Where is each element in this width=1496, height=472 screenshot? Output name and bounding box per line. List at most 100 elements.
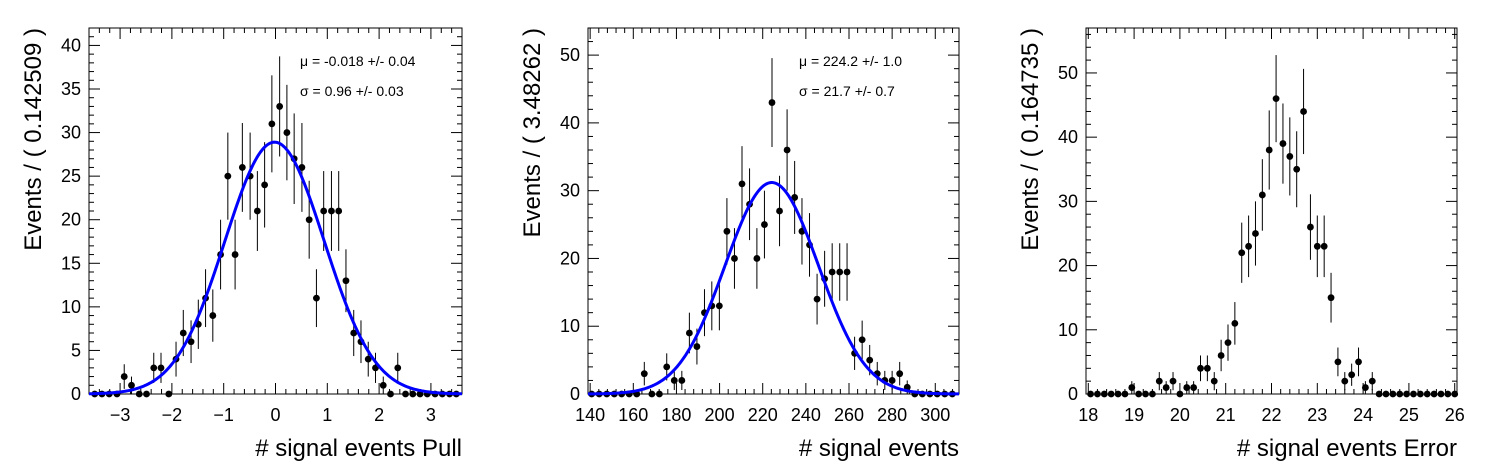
data-point (1258, 191, 1266, 199)
x-tick-label: 0 (270, 405, 280, 425)
x-tick-label: 19 (1124, 405, 1144, 425)
data-point (813, 295, 821, 303)
x-tick-label: 2 (374, 405, 384, 425)
y-tick-label: 35 (61, 79, 81, 99)
y-tick-label: 25 (61, 166, 81, 186)
x-tick-label: 140 (575, 405, 605, 425)
data-point (1190, 384, 1198, 391)
x-tick-label: 3 (426, 405, 436, 425)
data-point (320, 207, 328, 215)
data-point (1279, 140, 1287, 147)
y-tick-label: 50 (560, 45, 580, 65)
x-tick-label: 200 (705, 405, 735, 425)
data-point (1430, 390, 1438, 398)
data-point (1176, 390, 1184, 398)
y-tick-label: 30 (1058, 191, 1078, 211)
x-tick-label: 26 (1445, 405, 1465, 425)
data-point (1423, 390, 1431, 398)
data-point (1169, 377, 1177, 385)
data-point (1094, 390, 1101, 398)
data-point (1107, 390, 1115, 398)
data-point (1210, 377, 1218, 385)
data-point (1162, 384, 1170, 391)
y-axis-label: Events / ( 0.164735 ) (1017, 28, 1044, 251)
y-tick-label: 15 (61, 253, 81, 273)
data-point (670, 377, 678, 384)
data-point (1252, 230, 1259, 237)
data-point (1348, 371, 1356, 379)
data-point (231, 251, 239, 258)
x-tick-label: 21 (1216, 405, 1236, 425)
data-point (685, 329, 693, 337)
data-point (409, 390, 417, 398)
data-point (1437, 390, 1445, 398)
data-point (187, 338, 195, 346)
data-point (1368, 377, 1376, 385)
data-point (753, 255, 761, 262)
data-point (738, 180, 746, 188)
y-tick-label: 50 (1058, 63, 1078, 83)
x-axis-label: # signal events Pull (255, 435, 462, 462)
x-tick-label: 300 (920, 405, 950, 425)
data-point (640, 370, 648, 378)
data-point (888, 377, 896, 384)
data-point (165, 390, 173, 398)
fit-mean-annotation: μ = -0.018 +/- 0.04 (300, 53, 416, 69)
data-point (1320, 242, 1328, 250)
data-point (335, 207, 343, 215)
data-point (1313, 242, 1321, 250)
y-axis-label: Events / ( 3.48262 ) (519, 28, 546, 237)
data-point (1382, 390, 1390, 398)
data-point (328, 207, 335, 215)
data-point (276, 103, 284, 110)
data-point (1403, 390, 1411, 398)
x-tick-label: 23 (1307, 405, 1327, 425)
x-tick-label: 280 (877, 405, 907, 425)
data-point (1149, 390, 1156, 398)
plot-frame (88, 27, 463, 395)
data-point (715, 302, 723, 310)
data-point (1272, 95, 1280, 103)
data-point (783, 146, 791, 154)
data-point (157, 364, 165, 372)
data-point (379, 381, 387, 389)
x-tick-label: −1 (213, 405, 234, 425)
data-point (313, 294, 320, 302)
data-point (1410, 390, 1417, 398)
data-point (663, 363, 671, 371)
data-point (896, 370, 904, 378)
data-point (402, 390, 409, 398)
x-tick-label: 220 (748, 405, 778, 425)
data-point (866, 356, 874, 364)
x-tick-label: 260 (834, 405, 864, 425)
y-tick-label: 0 (71, 384, 81, 404)
data-point (828, 268, 836, 276)
data-point (179, 329, 187, 337)
y-tick-label: 10 (1058, 320, 1078, 340)
y-tick-label: 40 (560, 113, 580, 133)
y-tick-label: 10 (560, 316, 580, 336)
fit-sigma-annotation: σ = 21.7 +/- 0.7 (799, 83, 895, 99)
data-point (305, 216, 313, 224)
data-point (209, 312, 217, 319)
x-tick-label: 20 (1170, 405, 1190, 425)
data-point (693, 343, 701, 350)
y-tick-label: 30 (560, 181, 580, 201)
data-point (836, 268, 844, 276)
data-point (776, 207, 783, 215)
data-point (224, 172, 232, 180)
gaussian-fit-curve (88, 140, 463, 396)
data-point (350, 329, 358, 337)
data-point (648, 390, 656, 398)
data-point (1135, 390, 1143, 398)
y-tick-label: 20 (1058, 256, 1078, 276)
data-point (1396, 390, 1404, 398)
data-point (1121, 390, 1129, 398)
data-point (150, 364, 158, 372)
x-axis-label: # signal events (799, 435, 959, 462)
x-tick-label: 22 (1261, 405, 1281, 425)
data-point (1238, 249, 1246, 257)
data-point (364, 355, 372, 363)
signal-events-panel: 140 160 180 200 220 240 260 280 300 0 10 20 30 40 50 # … (519, 27, 960, 462)
